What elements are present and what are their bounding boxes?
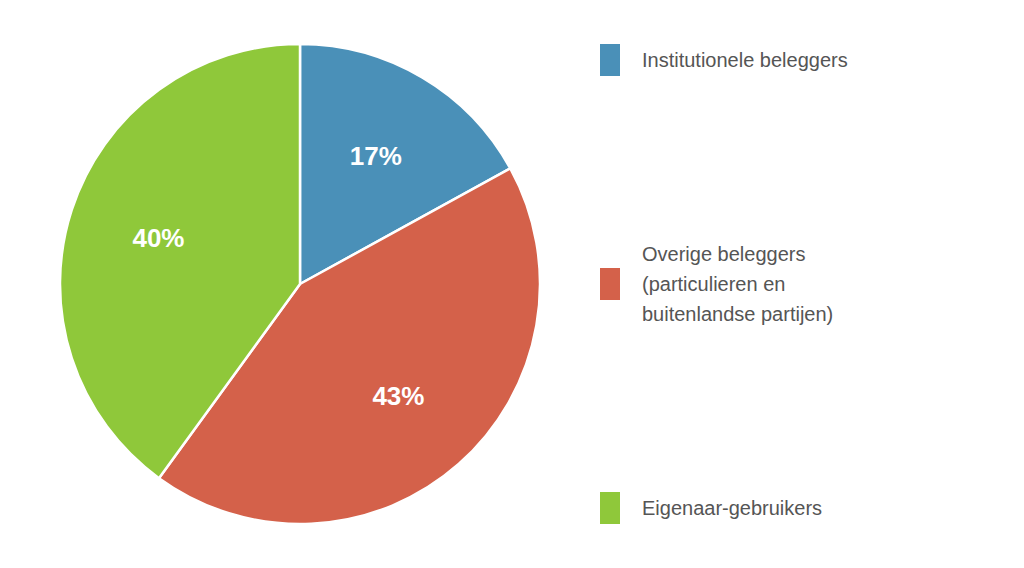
legend-label-line: Overige beleggers (642, 243, 805, 265)
data-labels: 17% 43% 40% (132, 141, 424, 411)
pie (60, 44, 540, 524)
data-label: 43% (372, 381, 424, 411)
legend-label-line: Eigenaar-gebruikers (642, 497, 822, 519)
chart: 17% 43% 40% Institutionele beleggers Overige… (0, 0, 1024, 568)
legend: Institutionele beleggers Overige belegger… (600, 44, 848, 524)
pie-slice (60, 44, 300, 478)
legend-label: Institutionele beleggers (642, 49, 848, 71)
data-label: 40% (132, 223, 184, 253)
legend-label-line: Institutionele beleggers (642, 49, 848, 71)
data-label: 17% (350, 141, 402, 171)
legend-label-line: (particulieren en (642, 273, 785, 295)
legend-label-line: buitenlandse partijen) (642, 303, 833, 325)
legend-label: Eigenaar-gebruikers (642, 497, 822, 519)
legend-swatch (600, 268, 620, 300)
chart-container: 17% 43% 40% Institutionele beleggers Overige… (0, 0, 1024, 568)
legend-swatch (600, 44, 620, 76)
legend-swatch (600, 492, 620, 524)
legend-label: Overige beleggers (particulieren en buiten… (642, 243, 833, 325)
